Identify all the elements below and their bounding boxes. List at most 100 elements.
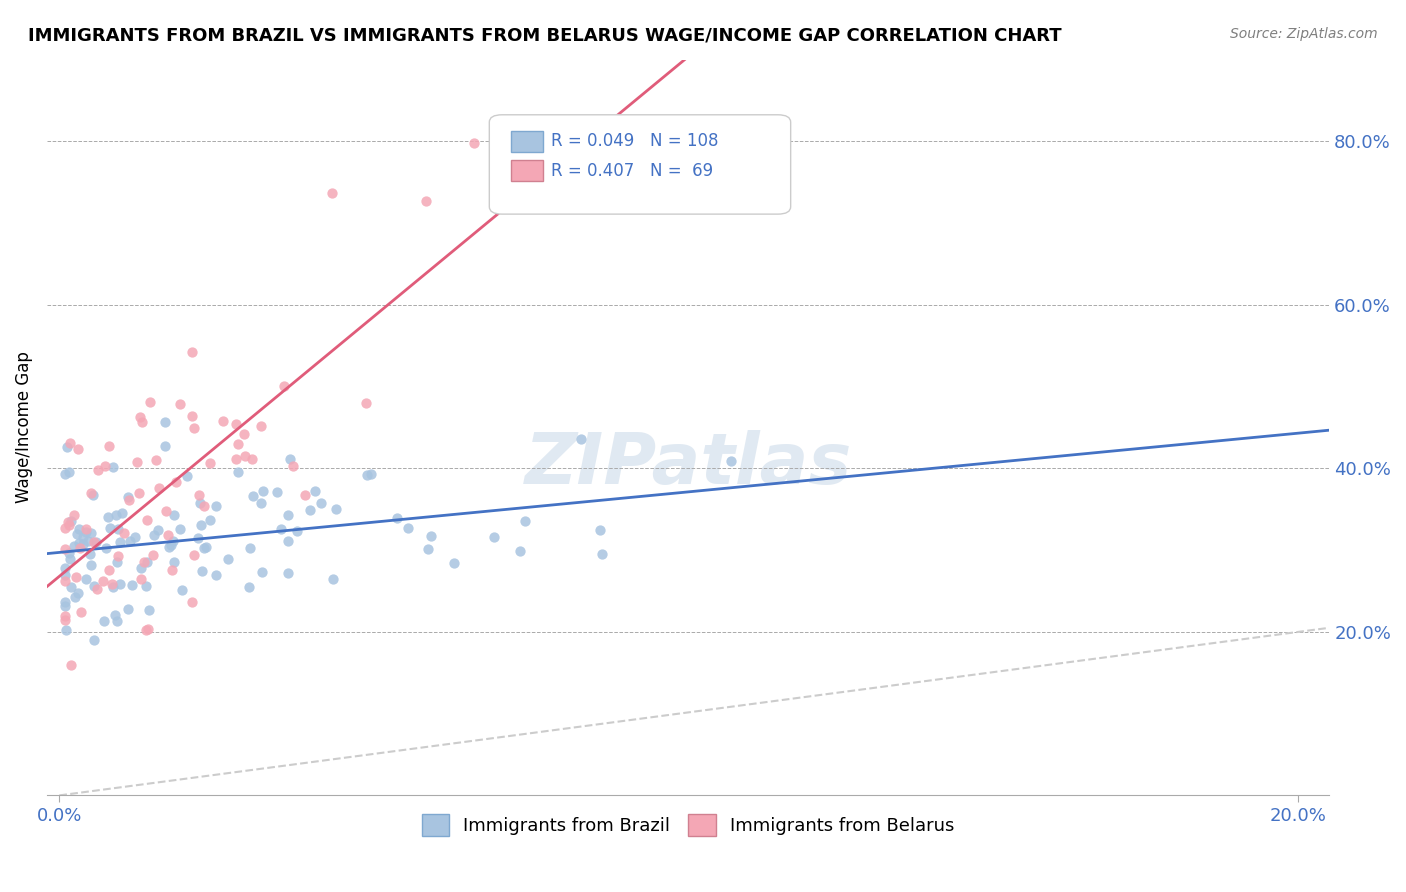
- Point: [205, 567, 228, 582]
- Point: [72, 530, 94, 544]
- Point: [589, 523, 612, 537]
- Point: [55, 568, 77, 582]
- Point: [77, 534, 100, 549]
- Point: [107, 523, 129, 537]
- Point: [93, 614, 115, 628]
- Point: [66, 527, 89, 541]
- Point: [354, 396, 377, 410]
- Point: [107, 549, 129, 564]
- Point: [322, 572, 344, 586]
- Point: [58, 517, 80, 532]
- Point: [110, 506, 132, 520]
- Point: [124, 530, 146, 544]
- Point: [443, 556, 465, 570]
- Point: [277, 508, 299, 523]
- Point: [226, 437, 249, 451]
- Point: [75, 524, 97, 539]
- Point: [118, 492, 141, 507]
- Point: [482, 530, 505, 544]
- Point: [415, 194, 437, 208]
- Point: [135, 624, 157, 638]
- Point: [277, 566, 299, 580]
- Point: [87, 463, 110, 477]
- Point: [65, 570, 87, 584]
- Point: [212, 414, 235, 428]
- Point: [138, 603, 160, 617]
- Point: [591, 547, 613, 561]
- Point: [193, 541, 215, 556]
- Point: [58, 515, 80, 529]
- Point: [181, 344, 204, 359]
- Point: [72, 537, 94, 551]
- Point: [63, 508, 86, 523]
- Point: [562, 118, 585, 132]
- Point: [110, 535, 132, 549]
- Point: [273, 378, 295, 392]
- Bar: [512, 131, 543, 152]
- Point: [105, 555, 128, 569]
- Point: [181, 409, 204, 424]
- Point: [309, 496, 332, 510]
- Point: [67, 442, 90, 456]
- Point: [67, 522, 90, 536]
- Point: [304, 484, 326, 499]
- Point: [239, 541, 262, 556]
- Point: [112, 525, 135, 540]
- Point: [79, 547, 101, 561]
- Point: [94, 541, 117, 555]
- Point: [287, 524, 309, 538]
- Point: [240, 452, 263, 467]
- Point: [142, 527, 165, 541]
- Point: [135, 513, 157, 527]
- Point: [58, 546, 80, 560]
- Y-axis label: Wage/Income Gap: Wage/Income Gap: [15, 351, 32, 503]
- Point: [105, 614, 128, 628]
- Point: [165, 475, 187, 490]
- Point: [569, 433, 592, 447]
- Point: [131, 415, 153, 429]
- Point: [75, 572, 97, 586]
- Point: [148, 523, 170, 537]
- Point: [128, 486, 150, 500]
- Point: [270, 522, 292, 536]
- Point: [170, 583, 193, 598]
- Point: [83, 535, 105, 549]
- Point: [356, 468, 378, 483]
- Point: [55, 613, 77, 627]
- Point: [153, 439, 176, 453]
- Point: [101, 581, 124, 595]
- Point: [160, 538, 183, 552]
- Point: [463, 136, 485, 151]
- Point: [101, 577, 124, 591]
- Point: [98, 521, 121, 535]
- Point: [83, 579, 105, 593]
- Point: [98, 563, 121, 577]
- Point: [325, 502, 347, 516]
- Point: [157, 541, 180, 555]
- Point: [69, 605, 91, 619]
- Point: [108, 577, 131, 591]
- Point: [118, 534, 141, 549]
- Point: [188, 488, 211, 502]
- Point: [198, 456, 221, 470]
- Point: [155, 504, 177, 518]
- Point: [387, 511, 409, 525]
- Point: [63, 590, 86, 604]
- Point: [69, 541, 91, 555]
- Point: [163, 508, 186, 523]
- Point: [238, 580, 260, 594]
- Point: [187, 531, 209, 545]
- Point: [205, 499, 228, 513]
- Point: [194, 540, 217, 554]
- Point: [266, 484, 288, 499]
- Point: [217, 552, 239, 566]
- Point: [416, 541, 439, 556]
- Point: [59, 657, 82, 672]
- Point: [59, 436, 82, 450]
- Point: [121, 578, 143, 592]
- Point: [55, 520, 77, 534]
- Point: [67, 586, 90, 600]
- Point: [294, 488, 316, 502]
- Point: [91, 574, 114, 588]
- Point: [145, 453, 167, 467]
